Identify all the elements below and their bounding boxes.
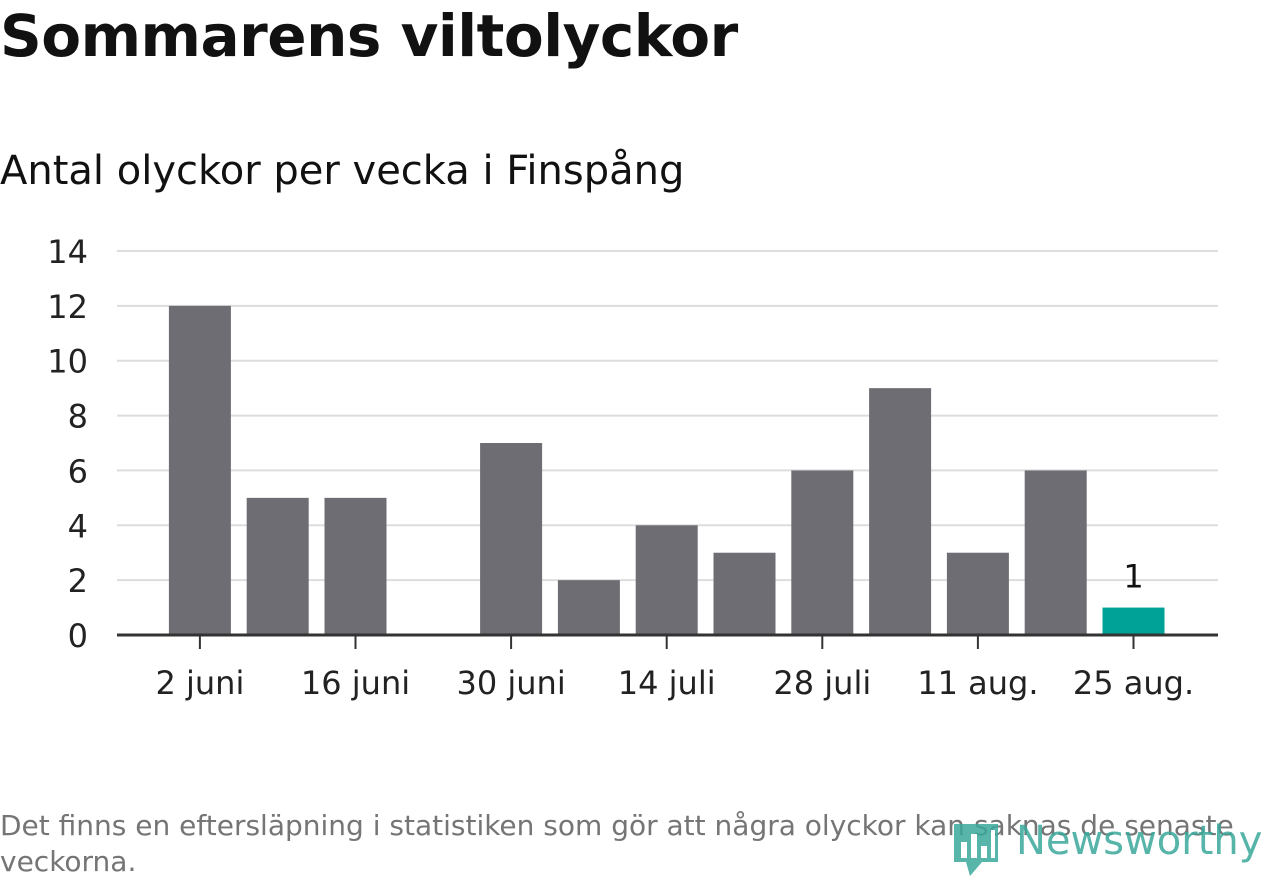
x-tick-label: 30 juni bbox=[456, 664, 565, 702]
x-tick-label: 28 juli bbox=[773, 664, 871, 702]
newsworthy-logo-text: Newsworthy bbox=[1016, 818, 1262, 864]
bar-chart: 0 2 4 6 8 10 12 14 1 2 juni 16 juni 30 juni 14 juli 2… bbox=[47, 233, 1218, 702]
bar bbox=[557, 580, 620, 635]
y-tick-label: 2 bbox=[68, 562, 88, 600]
y-tick-label: 6 bbox=[68, 452, 88, 490]
newsworthy-logo: Newsworthy bbox=[952, 816, 1262, 876]
bar bbox=[791, 470, 854, 635]
bar bbox=[324, 497, 387, 635]
newsworthy-logo-icon bbox=[954, 824, 998, 876]
y-tick-label: 12 bbox=[47, 288, 88, 326]
y-tick-label: 8 bbox=[68, 398, 88, 436]
x-tick-label: 2 juni bbox=[155, 664, 244, 702]
x-tick-label: 11 aug. bbox=[917, 664, 1038, 702]
data-label: 1 bbox=[1123, 558, 1143, 596]
bar bbox=[480, 443, 543, 635]
y-tick-label: 0 bbox=[68, 617, 88, 655]
bar bbox=[869, 388, 932, 635]
bar bbox=[1102, 607, 1165, 635]
bar bbox=[1024, 470, 1087, 635]
y-tick-label: 14 bbox=[47, 233, 88, 271]
x-tick-label: 16 juni bbox=[301, 664, 410, 702]
bar bbox=[713, 552, 776, 635]
bar bbox=[168, 305, 231, 635]
bar bbox=[246, 497, 309, 635]
x-tick-label: 14 juli bbox=[618, 664, 716, 702]
x-tick-label: 25 aug. bbox=[1073, 664, 1194, 702]
bar bbox=[635, 525, 698, 635]
y-tick-label: 10 bbox=[47, 343, 88, 381]
bar bbox=[946, 552, 1009, 635]
chart-subtitle: Antal olyckor per vecka i Finspång bbox=[0, 148, 685, 194]
y-tick-label: 4 bbox=[68, 507, 88, 545]
chart-title: Sommarens viltolyckor bbox=[0, 2, 738, 70]
footnote: Det finns en eftersläpning i statistiken… bbox=[0, 809, 1234, 878]
